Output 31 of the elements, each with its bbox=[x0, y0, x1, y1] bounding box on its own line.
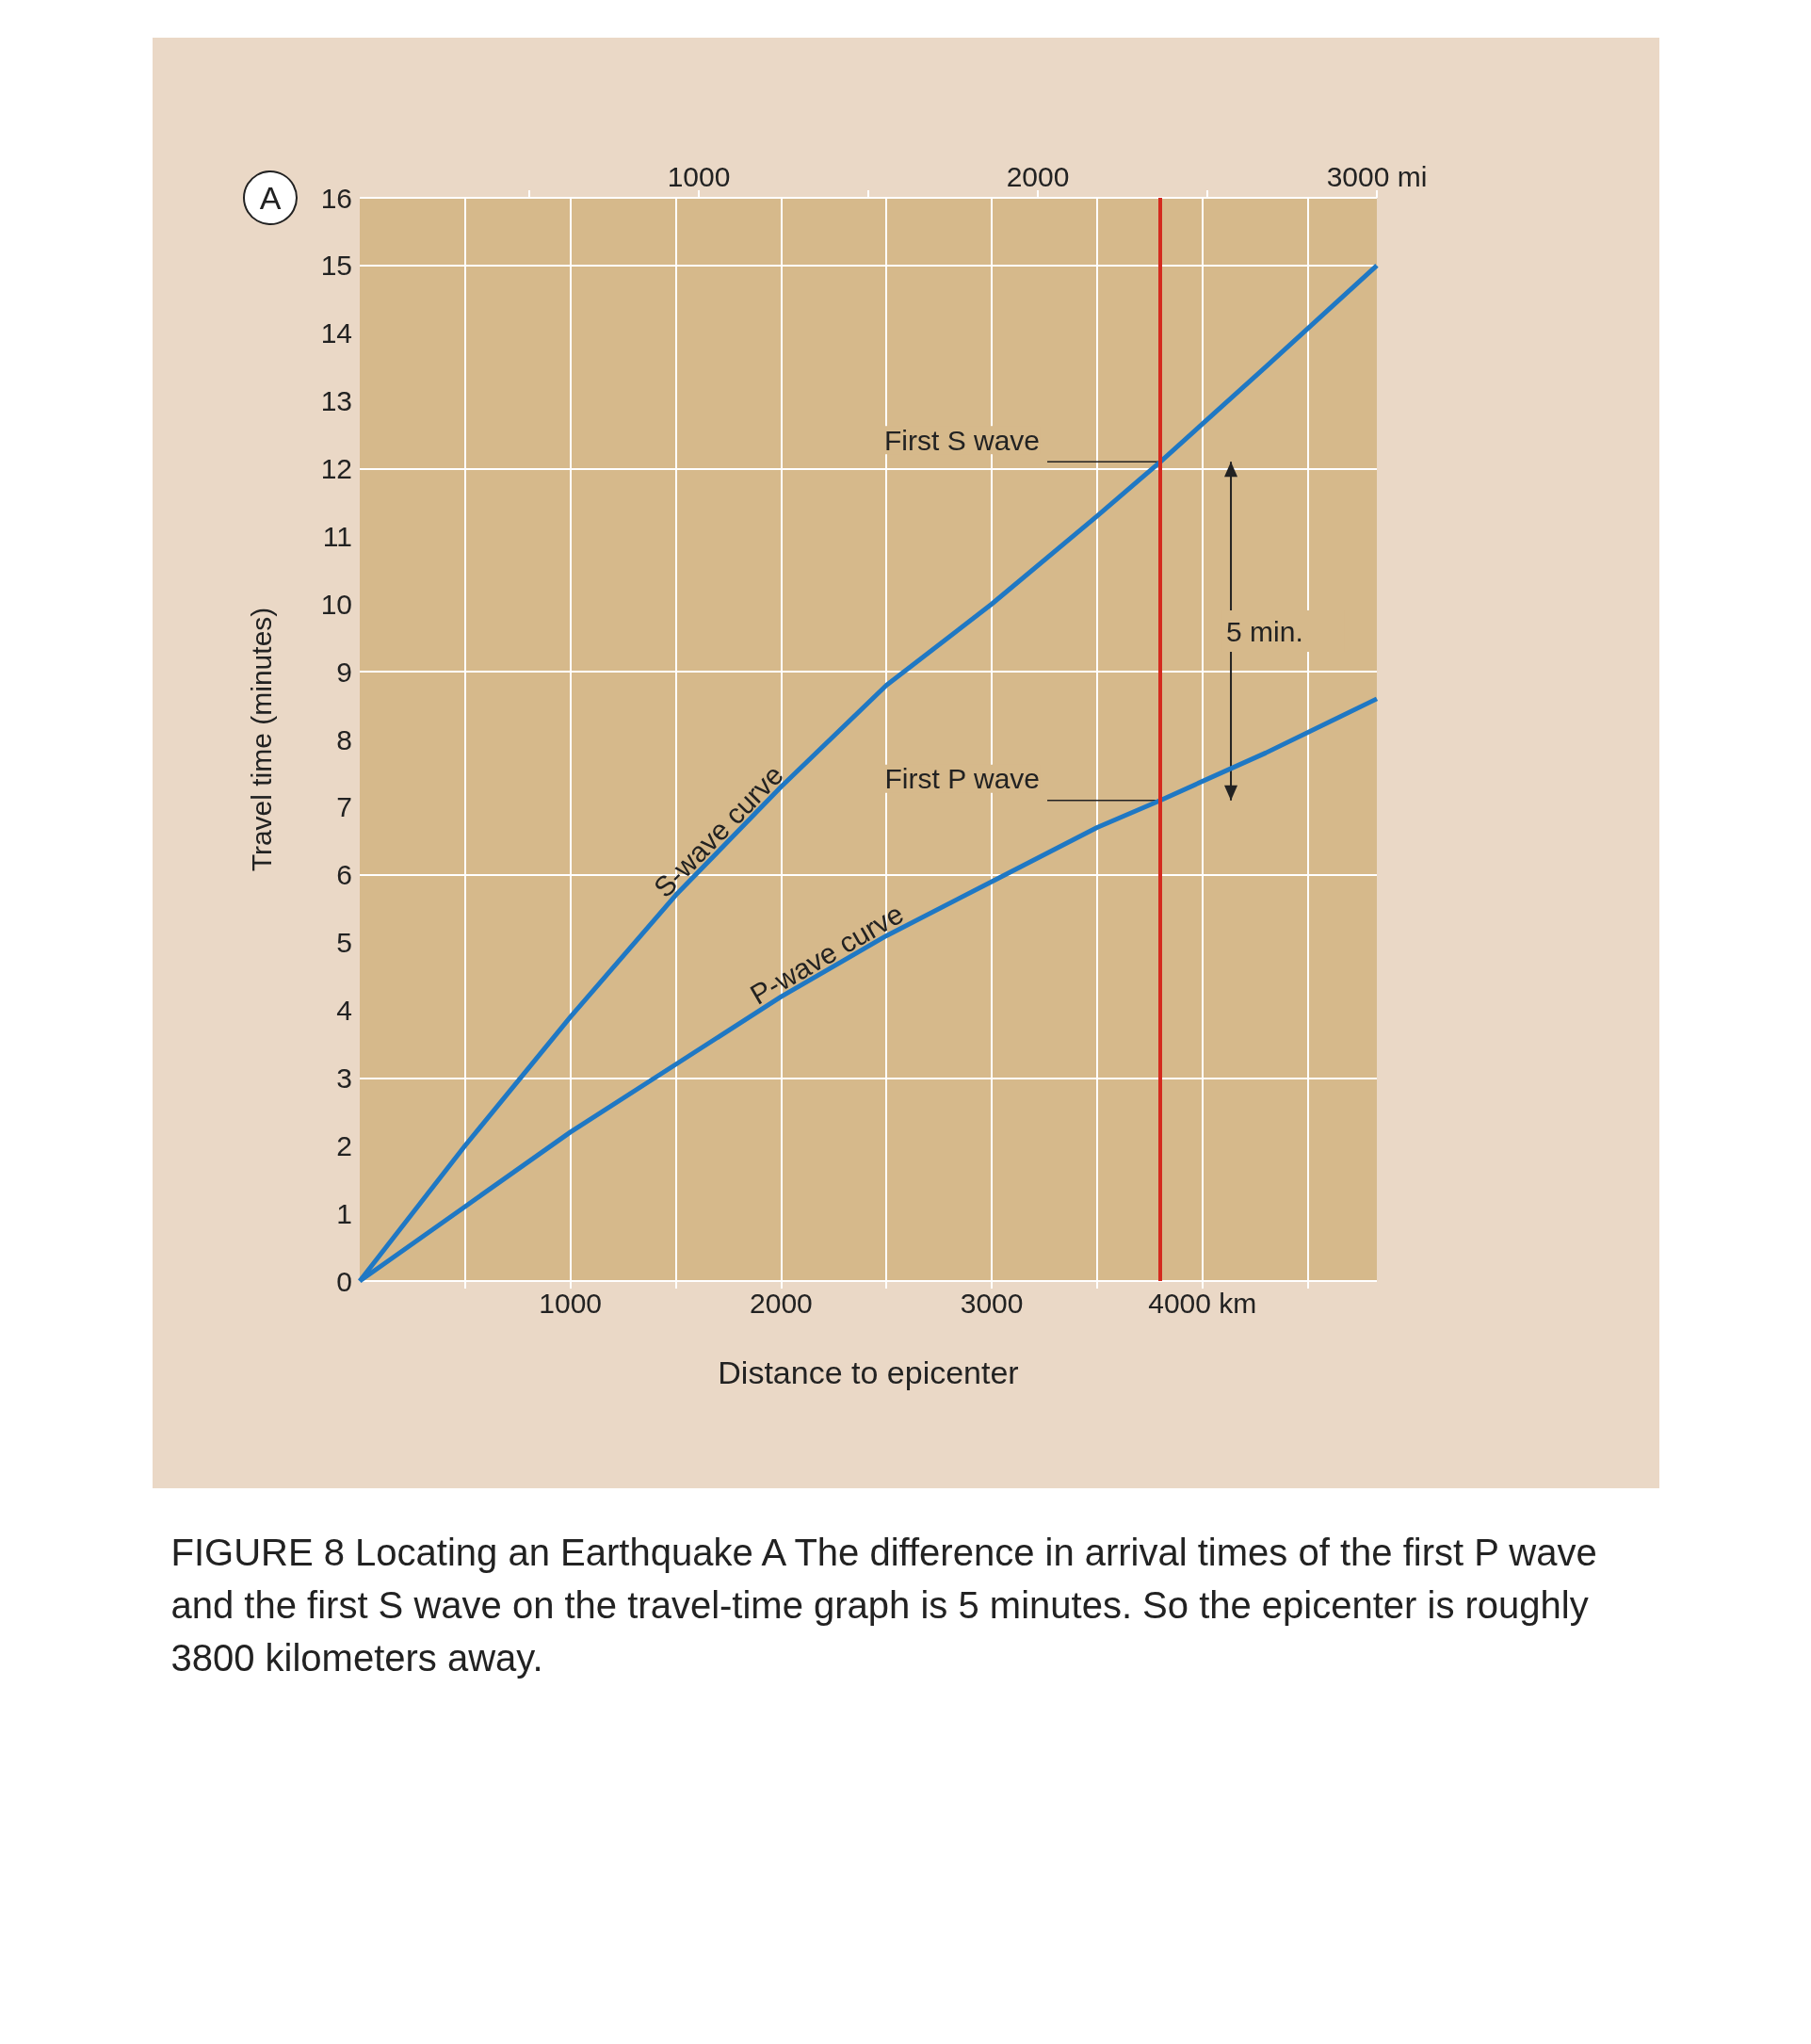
x-tick-label: 4000 km bbox=[1147, 1287, 1256, 1319]
y-tick-label: 11 bbox=[322, 520, 352, 552]
x-tick-label: 3000 bbox=[960, 1287, 1023, 1319]
x2-tick-label: 2000 bbox=[1006, 160, 1069, 192]
y-tick-label: 9 bbox=[335, 656, 352, 688]
y-tick-label: 12 bbox=[320, 453, 352, 484]
y-tick-label: 13 bbox=[320, 385, 352, 417]
x-axis-title: Distance to epicenter bbox=[717, 1355, 1019, 1390]
x2-tick-label: 3000 mi bbox=[1326, 160, 1427, 192]
y-tick-label: 10 bbox=[320, 588, 352, 620]
y-tick-label: 6 bbox=[335, 859, 352, 891]
annotation: 5 min. bbox=[1225, 615, 1303, 647]
x-tick-label: 1000 bbox=[538, 1287, 602, 1319]
y-tick-label: 7 bbox=[335, 791, 352, 823]
y-tick-label: 3 bbox=[335, 1062, 352, 1094]
x-tick-label: 2000 bbox=[749, 1287, 813, 1319]
x2-tick-label: 1000 bbox=[667, 160, 730, 192]
text: A bbox=[259, 180, 282, 216]
annotation: First S wave bbox=[883, 424, 1040, 456]
annotation: First P wave bbox=[884, 763, 1040, 795]
y-tick-label: 15 bbox=[320, 250, 352, 282]
y-tick-label: 8 bbox=[335, 723, 352, 755]
y-tick-label: 5 bbox=[335, 927, 352, 959]
y-tick-label: 16 bbox=[320, 182, 352, 214]
y-tick-label: 2 bbox=[335, 1129, 352, 1161]
y-tick-label: 1 bbox=[335, 1197, 352, 1229]
y-tick-label: 0 bbox=[335, 1265, 352, 1297]
y-tick-label: 4 bbox=[335, 995, 352, 1026]
y-axis-title: Travel time (minutes) bbox=[245, 607, 276, 872]
caption: FIGURE 8 Locating an Earthquake A The difference in arrival times of the first P wave and the first S wave on the travel-time graph is 5 minutes. So the epicenter is roughly 3800 kilometers away. bbox=[170, 1531, 1598, 1680]
y-tick-label: 14 bbox=[320, 317, 352, 349]
